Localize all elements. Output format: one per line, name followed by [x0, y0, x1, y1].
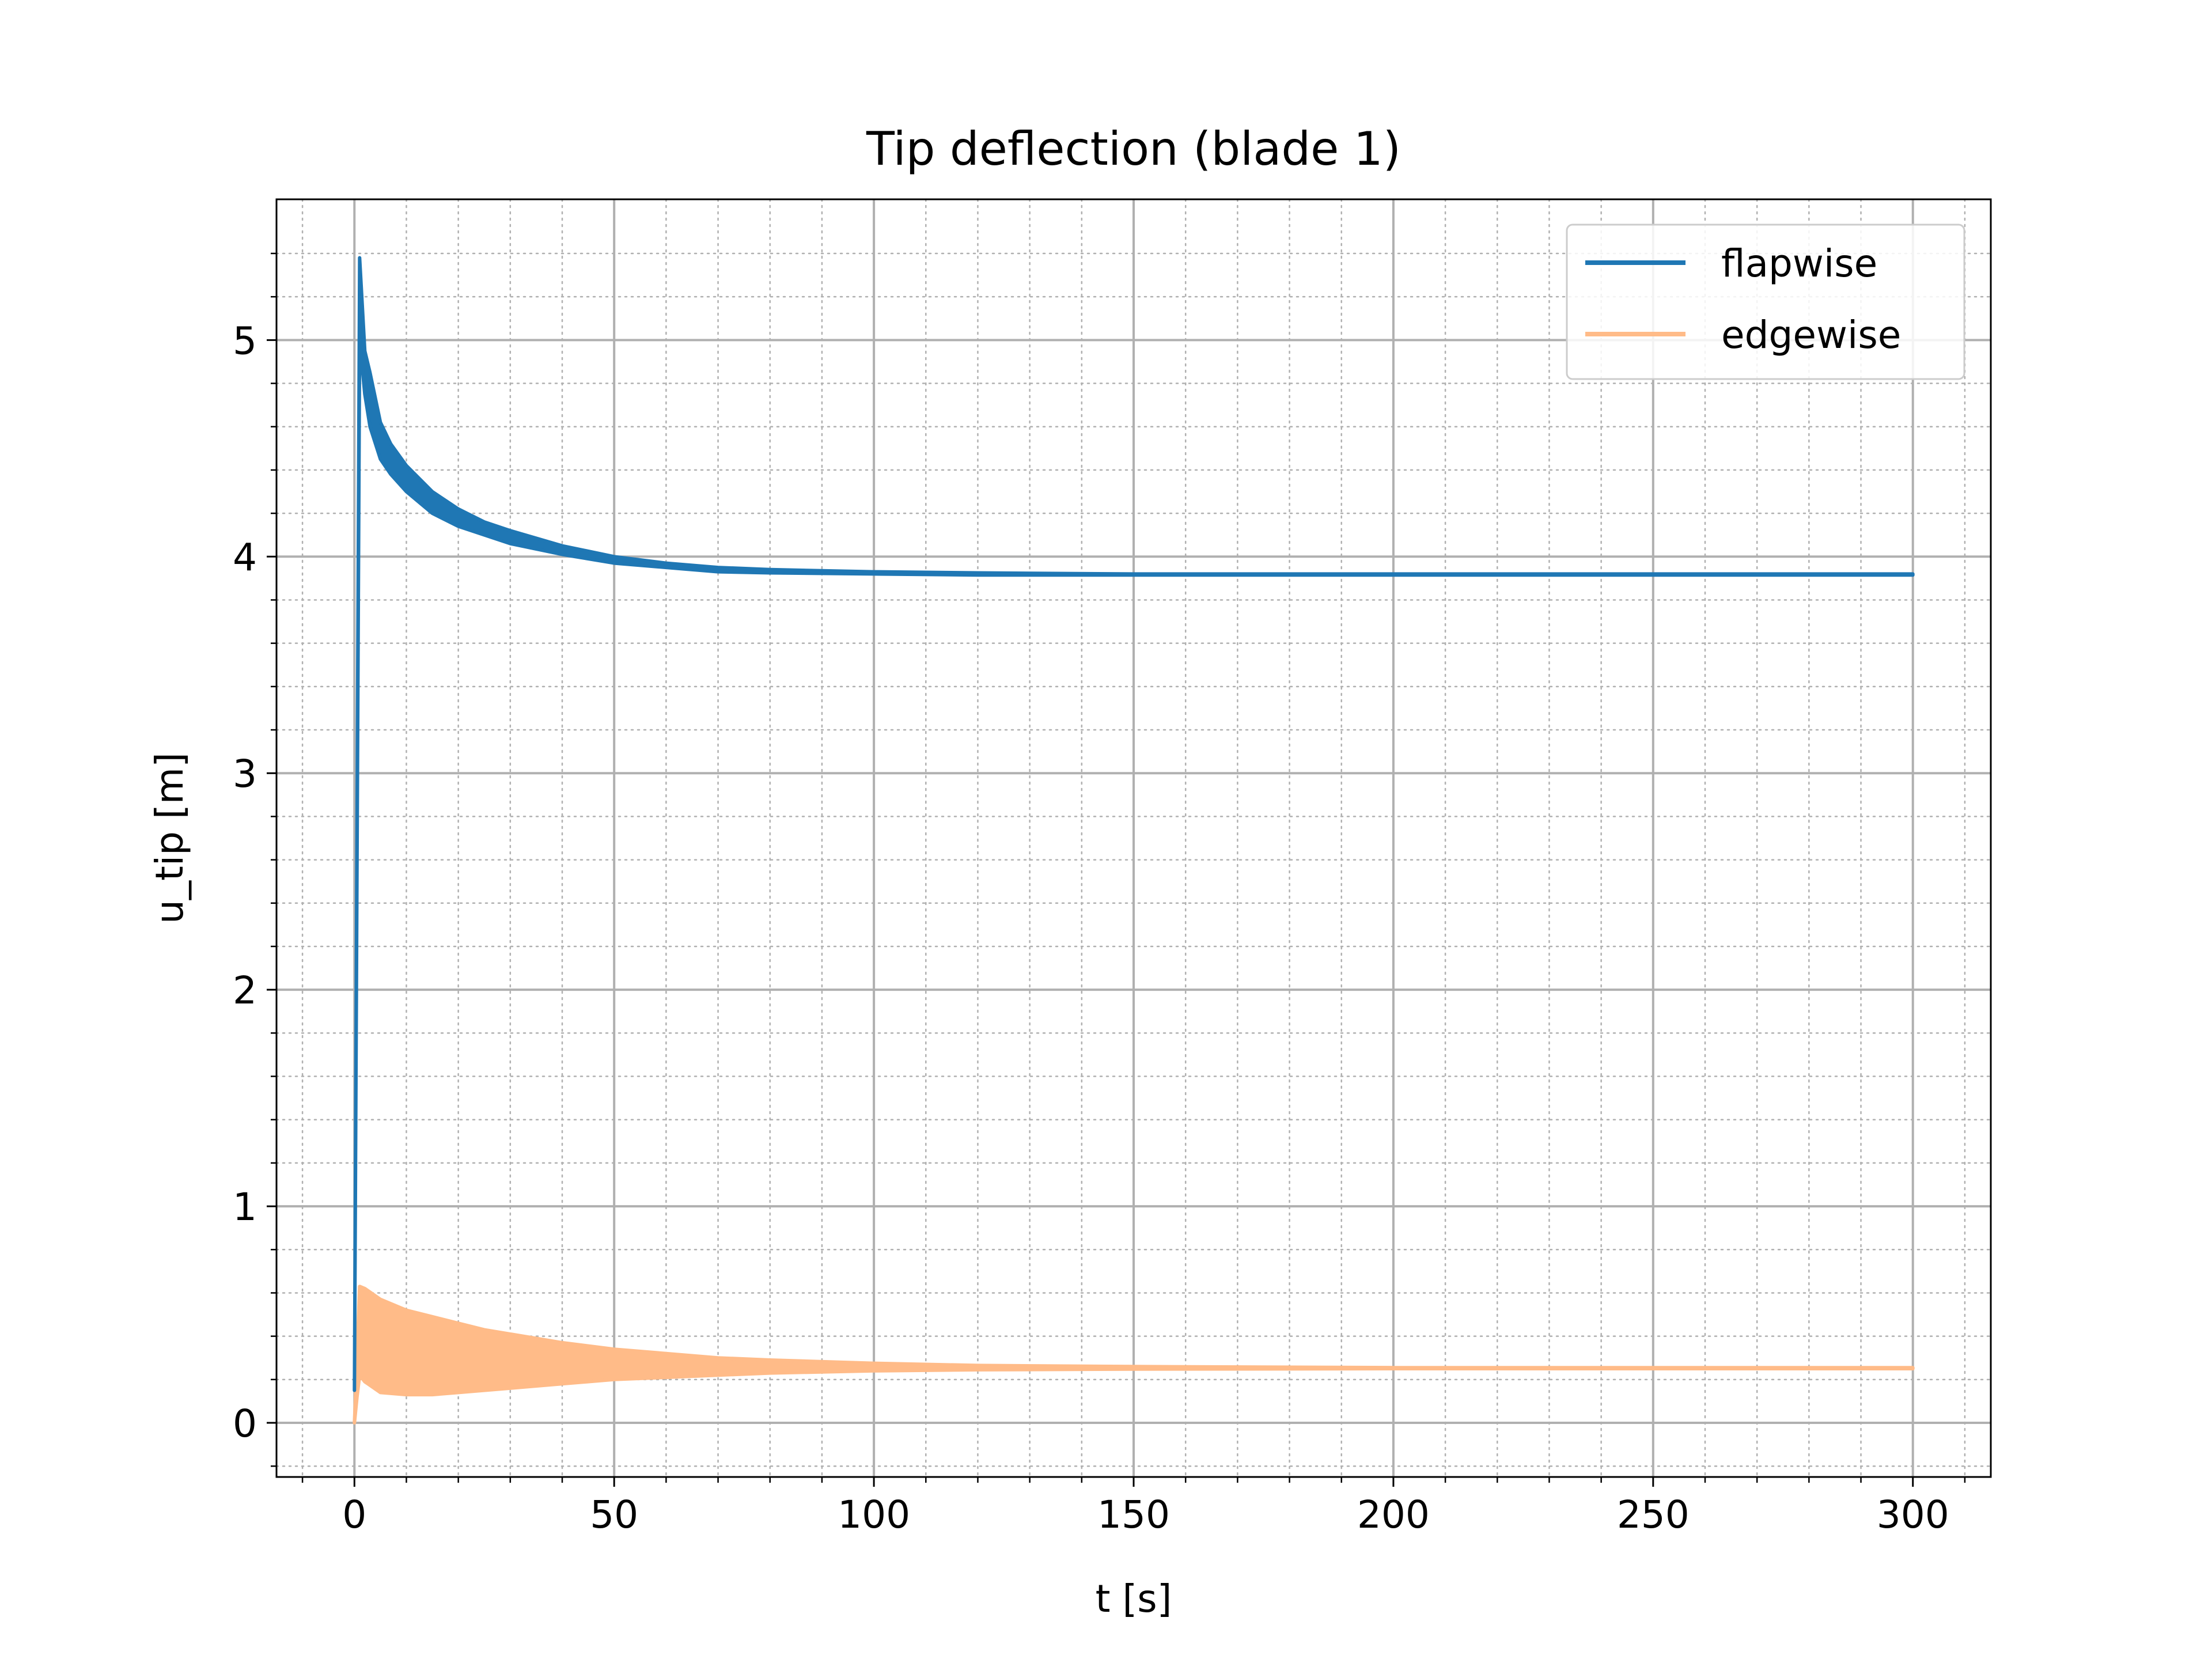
series-edgewise-band [353, 1285, 1915, 1425]
y-tick-label: 2 [233, 968, 257, 1013]
series-layer [353, 256, 1915, 1425]
legend-label-edgewise: edgewise [1721, 313, 1901, 357]
axis-ticks [267, 252, 1966, 1487]
series-flapwise-band [353, 256, 1915, 1392]
x-tick-label: 200 [1357, 1493, 1430, 1537]
chart-title: Tip deflection (blade 1) [866, 122, 1401, 176]
x-tick-label: 50 [590, 1493, 638, 1537]
x-tick-label: 150 [1097, 1493, 1170, 1537]
y-tick-label: 4 [233, 535, 257, 579]
legend-label-flapwise: flapwise [1721, 241, 1877, 286]
x-tick-label: 100 [838, 1493, 910, 1537]
x-tick-label: 250 [1617, 1493, 1690, 1537]
y-tick-label: 0 [233, 1402, 257, 1446]
y-axis-label: u_tip [m] [147, 752, 192, 924]
y-tick-label: 3 [233, 752, 257, 796]
y-tick-label: 5 [233, 319, 257, 363]
legend: flapwise edgewise [1566, 224, 1965, 380]
x-tick-label: 0 [342, 1493, 366, 1537]
y-tick-label: 1 [233, 1185, 257, 1229]
axis-tick-labels: 0 50 100 150 200 250 300 0 1 2 3 4 5 [233, 319, 1949, 1537]
x-axis-label: t [s] [1096, 1577, 1172, 1621]
x-tick-label: 300 [1877, 1493, 1949, 1537]
major-grid [276, 199, 1991, 1477]
